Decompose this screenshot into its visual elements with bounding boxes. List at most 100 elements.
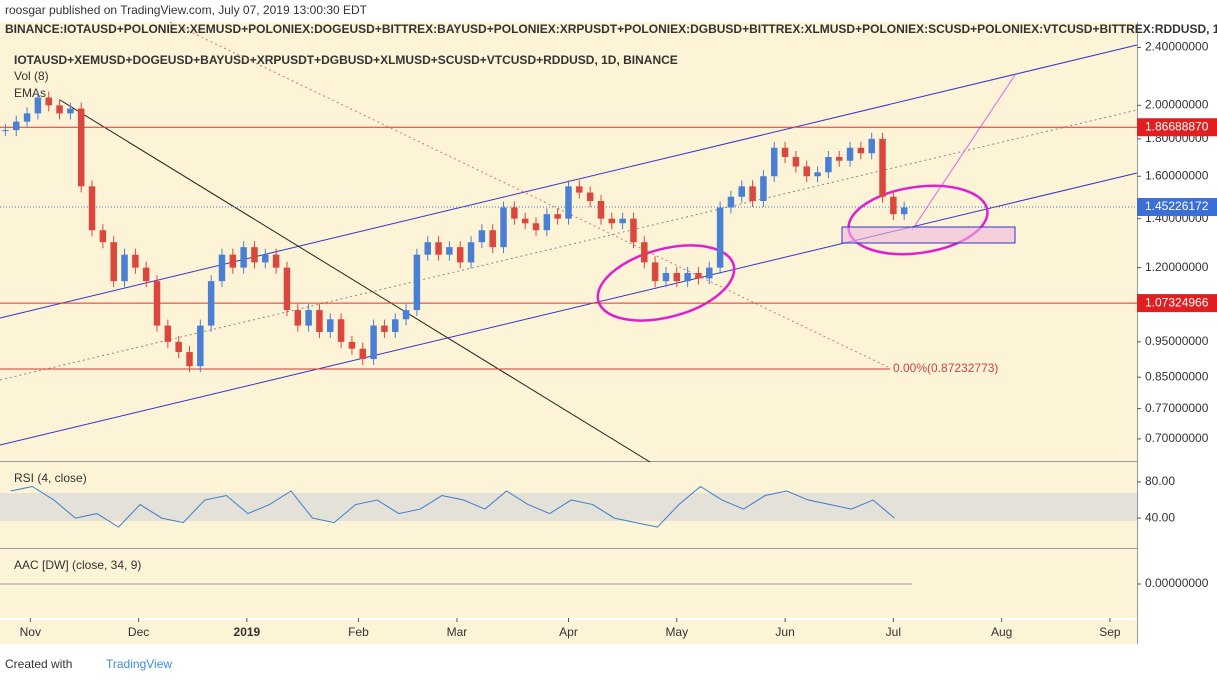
- candle: [153, 281, 161, 326]
- candle: [424, 242, 431, 255]
- chart-title: IOTAUSD+XEMUSD+DOGEUSD+BAYUSD+XRPUSDT+DG…: [14, 53, 678, 67]
- candle: [532, 223, 540, 231]
- candle: [781, 147, 789, 157]
- channel-bottom: [0, 172, 1138, 446]
- candle: [651, 262, 659, 282]
- candle: [456, 247, 464, 263]
- x-tick-label: Apr: [559, 625, 578, 639]
- y-tick-label: 80.00: [1145, 474, 1175, 488]
- candle: [294, 310, 302, 326]
- candle: [890, 196, 897, 215]
- price-tag-label: 1.07324966: [1145, 295, 1209, 309]
- price-tag: [1137, 198, 1217, 217]
- symbol: BINANCE:IOTAUSD+POLONIEX:XEMUSD+POLONIEX…: [5, 22, 1217, 36]
- candle: [207, 281, 215, 326]
- candle: [684, 272, 691, 282]
- candle: [641, 242, 648, 263]
- candle: [749, 186, 756, 202]
- rsi-line: [10, 485, 895, 528]
- y-tick-label: 2.40000000: [1145, 40, 1209, 54]
- candle: [846, 147, 854, 161]
- y-tick-label: 40.00: [1145, 510, 1175, 524]
- indicator: EMAs: [14, 86, 46, 100]
- candle: [706, 267, 713, 279]
- y-tick-label: 0.77000000: [1145, 401, 1209, 415]
- candle: [803, 166, 810, 177]
- candle: [478, 230, 486, 243]
- price-tag-label: 1.45226172: [1145, 199, 1209, 213]
- x-tick-label: Aug: [991, 625, 1012, 639]
- y-tick-label: 1.20000000: [1145, 260, 1209, 274]
- candle: [56, 105, 63, 114]
- y-tick-label: 1.60000000: [1145, 168, 1209, 182]
- time-bg: [0, 620, 1137, 644]
- candle: [565, 186, 572, 219]
- candle: [77, 108, 85, 187]
- price-tag: [1137, 294, 1217, 313]
- candle: [2, 130, 9, 132]
- candle: [121, 254, 128, 282]
- candle: [327, 319, 334, 332]
- footer-brand[interactable]: TradingView: [106, 657, 172, 671]
- candle: [673, 272, 681, 282]
- candle: [554, 214, 561, 219]
- x-tick-label: Jun: [775, 625, 794, 639]
- highlight: [596, 244, 736, 322]
- candle: [543, 214, 551, 231]
- candle: [175, 341, 182, 353]
- candle: [381, 325, 388, 332]
- candle: [142, 267, 150, 282]
- candle: [662, 272, 670, 282]
- x-tick-label: 2019: [234, 625, 261, 639]
- candle: [316, 310, 323, 332]
- candle: [337, 319, 345, 342]
- candle: [251, 247, 258, 263]
- arrow: [911, 74, 1016, 231]
- y-tick-label: 2.00000000: [1145, 98, 1209, 112]
- candle: [760, 176, 767, 202]
- candle: [446, 247, 453, 255]
- plot-bg: [0, 22, 1137, 618]
- candle: [218, 254, 226, 282]
- candle: [402, 310, 410, 320]
- price-tag: [1137, 118, 1217, 137]
- rsi-band: [0, 493, 1137, 521]
- y-tick-label: 0.00000000: [1145, 576, 1209, 590]
- h-line-label: 0.00%(0.87232773): [893, 361, 998, 375]
- candle: [467, 242, 475, 263]
- candle: [576, 186, 583, 193]
- candle: [262, 254, 269, 263]
- candle: [857, 147, 865, 154]
- candle: [597, 201, 605, 219]
- candle: [240, 247, 247, 268]
- candle: [229, 254, 237, 268]
- zone: [841, 226, 1016, 244]
- candle: [88, 186, 96, 231]
- candle: [608, 218, 616, 224]
- x-tick-label: Sep: [1099, 625, 1121, 639]
- indicator: Vol (8): [14, 69, 49, 83]
- candle: [23, 113, 31, 122]
- publisher: roosgar published on TradingView.com, Ju…: [5, 3, 368, 17]
- candle: [586, 192, 594, 202]
- candle: [716, 207, 724, 268]
- y-tick-label: 0.95000000: [1145, 334, 1209, 348]
- candle: [186, 352, 193, 367]
- candle: [825, 156, 832, 173]
- candle: [511, 207, 518, 219]
- candle: [900, 207, 908, 215]
- price-tag-label: 1.86688870: [1145, 119, 1209, 133]
- candle: [695, 272, 702, 279]
- candle: [770, 147, 778, 177]
- candle: [99, 230, 107, 243]
- footer-text: Created with: [5, 657, 72, 671]
- candle: [619, 218, 626, 224]
- x-tick-label: Mar: [447, 625, 468, 639]
- candle: [391, 319, 399, 332]
- candle: [12, 121, 20, 131]
- candle: [164, 325, 172, 342]
- candle: [727, 196, 735, 208]
- candle: [792, 156, 800, 167]
- candle: [34, 97, 42, 114]
- candle: [413, 254, 421, 311]
